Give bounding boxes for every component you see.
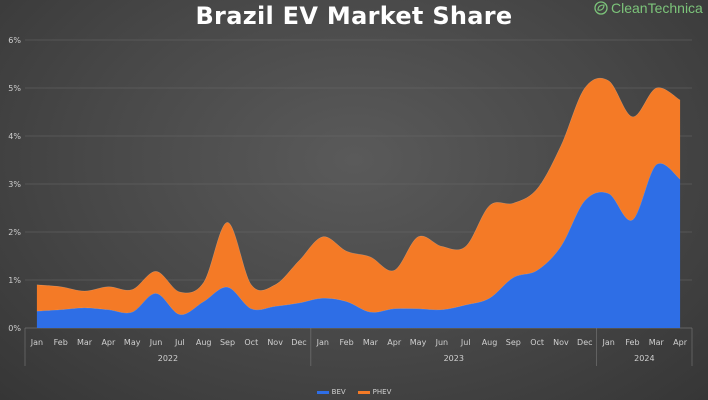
x-tick-label: Apr (101, 338, 116, 347)
chart-title: Brazil EV Market Share (195, 2, 513, 30)
x-tick-label: Aug (196, 338, 212, 347)
brand-name: CleanTechnica (611, 0, 703, 16)
x-tick-label: Sep (220, 338, 235, 347)
series-line-bev (36, 163, 681, 315)
x-tick-label: Jan (30, 338, 43, 347)
legend-label: PHEV (372, 388, 392, 396)
year-label: 2024 (634, 354, 654, 363)
legend-entry-bev: BEV (316, 388, 346, 396)
x-tick-label: Mar (77, 338, 93, 347)
x-tick-label: Jun (435, 338, 449, 347)
x-tick-label: Jan (601, 338, 614, 347)
year-label: 2022 (158, 354, 178, 363)
leaf-circle-icon (594, 1, 608, 15)
x-tick-label: Jul (460, 338, 471, 347)
x-tick-label: Apr (673, 338, 688, 347)
legend-swatch (316, 390, 329, 394)
x-tick-label: Apr (387, 338, 402, 347)
y-tick-label: 4% (8, 132, 21, 141)
y-tick-label: 6% (8, 36, 21, 45)
x-tick-label: Feb (54, 338, 68, 347)
area-bev (36, 163, 681, 328)
series-line-phev (36, 77, 681, 294)
brand-logo: CleanTechnica (594, 0, 703, 16)
legend-entry-phev: PHEV (357, 388, 392, 396)
x-tick-label: Aug (482, 338, 498, 347)
area-phev (36, 78, 681, 315)
x-tick-label: Jun (149, 338, 163, 347)
x-tick-label: Jan (316, 338, 329, 347)
year-label: 2023 (444, 354, 464, 363)
legend-label: BEV (331, 388, 346, 396)
legend-swatch (357, 390, 370, 394)
y-tick-label: 3% (8, 180, 21, 189)
x-tick-label: Mar (363, 338, 379, 347)
x-tick-label: Jul (174, 338, 185, 347)
x-tick-label: Dec (291, 338, 306, 347)
x-tick-label: Dec (577, 338, 592, 347)
x-tick-label: Sep (506, 338, 521, 347)
y-tick-label: 2% (8, 228, 21, 237)
x-tick-label: Mar (649, 338, 665, 347)
chart-legend: BEV PHEV (0, 388, 708, 396)
x-tick-label: Feb (340, 338, 354, 347)
x-tick-label: Nov (267, 338, 283, 347)
x-tick-label: Oct (530, 338, 544, 347)
x-tick-label: May (124, 338, 141, 347)
x-tick-label: Feb (625, 338, 639, 347)
y-tick-label: 1% (8, 276, 21, 285)
x-tick-label: Oct (244, 338, 258, 347)
x-tick-label: Nov (553, 338, 569, 347)
y-tick-label: 0% (8, 324, 21, 333)
x-tick-label: May (410, 338, 427, 347)
y-tick-label: 5% (8, 84, 21, 93)
